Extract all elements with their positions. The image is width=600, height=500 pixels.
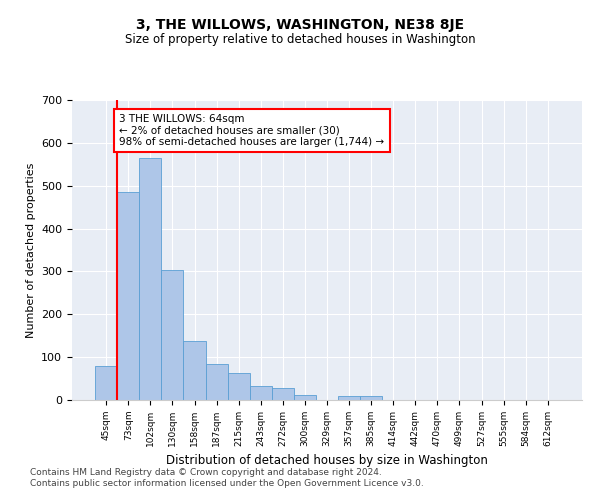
Bar (360, 396, 382, 400)
Text: 3, THE WILLOWS, WASHINGTON, NE38 8JE: 3, THE WILLOWS, WASHINGTON, NE38 8JE (136, 18, 464, 32)
Bar (272, 388, 294, 400)
Bar (338, 396, 360, 400)
Bar (161, 270, 184, 400)
Text: Size of property relative to detached houses in Washington: Size of property relative to detached ho… (125, 32, 475, 46)
Bar (117, 192, 139, 400)
X-axis label: Distribution of detached houses by size in Washington: Distribution of detached houses by size … (166, 454, 488, 468)
Bar (227, 373, 250, 400)
Y-axis label: Number of detached properties: Number of detached properties (26, 162, 35, 338)
Text: Contains HM Land Registry data © Crown copyright and database right 2024.
Contai: Contains HM Land Registry data © Crown c… (30, 468, 424, 487)
Bar (184, 342, 206, 400)
Text: 3 THE WILLOWS: 64sqm
← 2% of detached houses are smaller (30)
98% of semi-detach: 3 THE WILLOWS: 64sqm ← 2% of detached ho… (119, 114, 385, 147)
Bar (206, 364, 227, 400)
Bar (95, 366, 117, 400)
Bar (250, 386, 272, 400)
Bar (139, 158, 161, 400)
Bar (294, 395, 316, 400)
